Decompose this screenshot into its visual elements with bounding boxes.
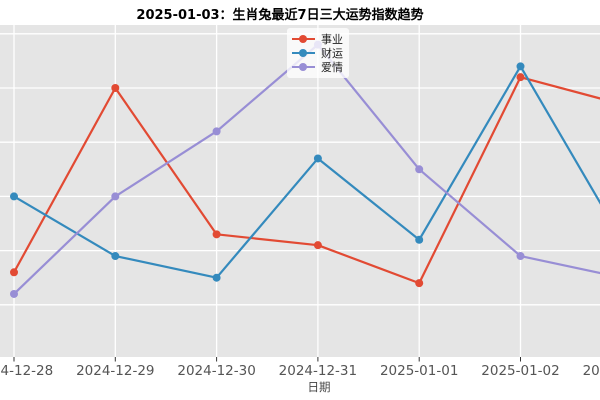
x-tick-label: 2025-01-03: [583, 363, 600, 379]
love-dot-icon: [299, 63, 307, 72]
data-point-love: [516, 252, 525, 261]
data-point-love: [212, 127, 221, 136]
data-point-career: [415, 279, 424, 288]
chart-legend: 事业 财运 爱情: [287, 28, 349, 78]
data-point-wealth: [415, 235, 424, 244]
data-point-career: [516, 73, 525, 82]
x-tick-label: 2024-12-28: [0, 363, 53, 379]
data-point-career: [212, 230, 221, 239]
chart-title: 2025-01-03：生肖兔最近7日三大运势指数趋势: [136, 8, 424, 23]
plot-area: [0, 25, 600, 357]
x-tick-label: 2024-12-31: [279, 363, 357, 379]
x-tick-label: 2024-12-29: [76, 363, 154, 379]
legend-label-love: 爱情: [321, 60, 343, 74]
x-tick-label: 2024-12-30: [177, 363, 255, 379]
wealth-line-swatch: [292, 49, 315, 58]
legend-item-wealth: 财运: [292, 46, 349, 60]
data-point-wealth: [313, 154, 322, 163]
career-dot-icon: [299, 35, 307, 44]
career-line-swatch: [292, 35, 315, 44]
x-tick-label: 2025-01-01: [380, 363, 458, 379]
data-point-wealth: [10, 192, 18, 201]
legend-item-love: 爱情: [292, 60, 349, 74]
x-tick-label: 2025-01-02: [481, 363, 559, 379]
data-point-career: [10, 268, 18, 277]
data-point-love: [10, 289, 18, 298]
love-line-swatch: [292, 63, 315, 72]
data-point-love: [415, 165, 424, 174]
data-point-wealth: [212, 273, 221, 282]
data-point-wealth: [516, 62, 525, 71]
legend-label-career: 事业: [321, 32, 343, 46]
legend-label-wealth: 财运: [321, 46, 343, 60]
legend-item-career: 事业: [292, 32, 349, 46]
data-point-career: [313, 241, 322, 250]
wealth-dot-icon: [299, 49, 307, 58]
data-point-wealth: [111, 252, 120, 261]
x-axis-title: 日期: [307, 380, 331, 394]
data-point-love: [111, 192, 120, 201]
data-point-career: [111, 84, 120, 92]
